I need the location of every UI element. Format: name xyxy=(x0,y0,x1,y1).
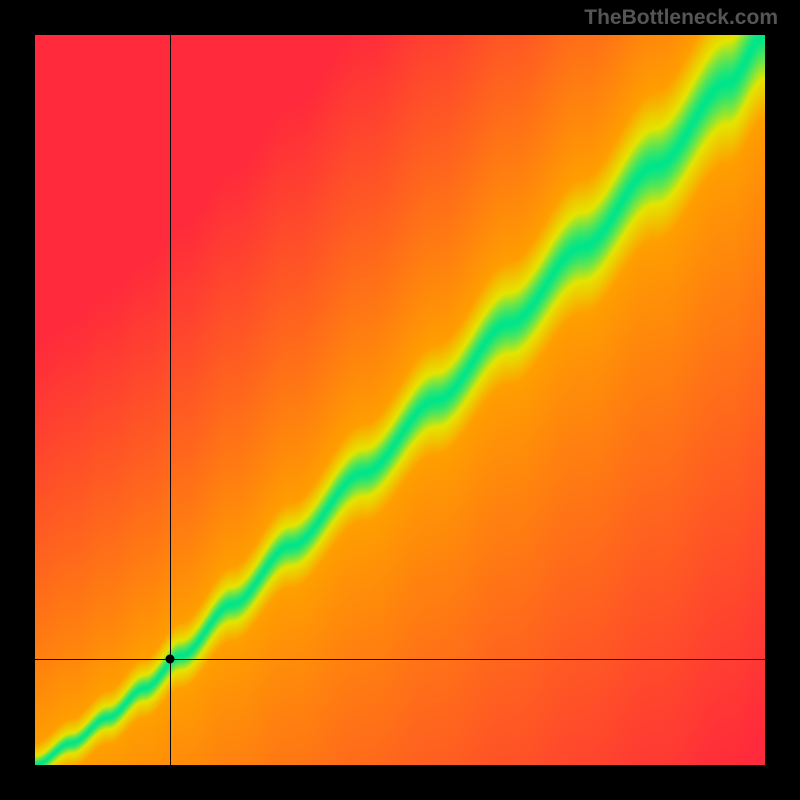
marker-dot xyxy=(166,655,175,664)
crosshair-horizontal xyxy=(35,659,765,660)
root-container: TheBottleneck.com xyxy=(0,0,800,800)
plot-area xyxy=(35,35,765,765)
heatmap-canvas xyxy=(35,35,765,765)
watermark-label: TheBottleneck.com xyxy=(584,6,778,30)
